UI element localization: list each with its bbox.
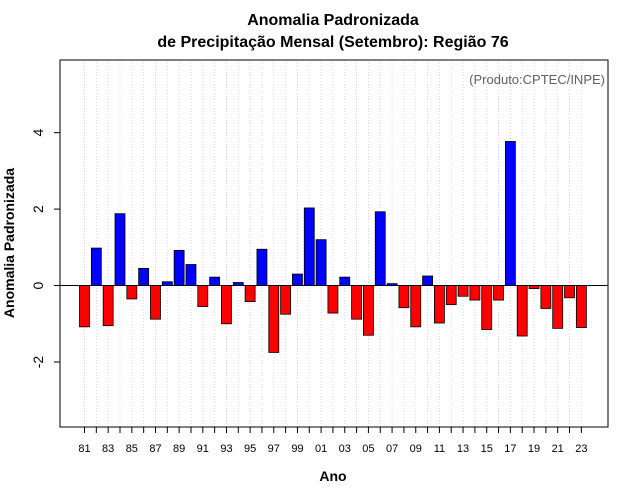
bar-1996 bbox=[256, 248, 268, 286]
bar-2003 bbox=[339, 276, 351, 286]
bar-2005 bbox=[363, 285, 374, 336]
bar-1981 bbox=[79, 285, 90, 328]
bars bbox=[79, 141, 587, 353]
x-tick-label: 97 bbox=[268, 443, 280, 455]
y-tick-label: 4 bbox=[30, 129, 46, 137]
bar-1989 bbox=[173, 249, 185, 286]
x-tick-label: 19 bbox=[528, 443, 540, 455]
bar-1984 bbox=[114, 213, 126, 286]
x-tick-label: 03 bbox=[339, 443, 351, 455]
x-tick-label: 15 bbox=[481, 443, 493, 455]
bar-2002 bbox=[327, 285, 339, 314]
bar-1992 bbox=[209, 276, 221, 286]
x-tick-label: 91 bbox=[197, 443, 209, 455]
bar-1991 bbox=[197, 285, 209, 307]
bar-1993 bbox=[221, 285, 232, 325]
x-tick-label: 89 bbox=[173, 443, 185, 455]
bar-1990 bbox=[185, 264, 197, 286]
x-tick-label: 13 bbox=[457, 443, 469, 455]
bar-2008 bbox=[398, 285, 410, 309]
x-tick-label: 23 bbox=[575, 443, 587, 455]
bar-2020 bbox=[540, 285, 552, 309]
bar-2014 bbox=[469, 285, 481, 301]
bar-1982 bbox=[90, 247, 102, 286]
bar-1987 bbox=[150, 285, 161, 320]
x-tick-label: 09 bbox=[410, 443, 422, 455]
bar-2011 bbox=[433, 285, 445, 324]
bar-2018 bbox=[516, 285, 528, 337]
x-tick-label: 05 bbox=[362, 443, 374, 455]
plot-frame bbox=[59, 59, 609, 428]
x-axis: 81 83 85 87 89 91 93 95 97 99 01 03 05 07 09 11 13 15 17 19… bbox=[78, 427, 587, 455]
bar-2006 bbox=[374, 211, 386, 286]
bar-2012 bbox=[445, 285, 457, 306]
bar-2022 bbox=[564, 285, 575, 299]
source-annotation: (Produto:CPTEC/INPE) bbox=[469, 72, 605, 87]
bar-2023 bbox=[575, 285, 587, 329]
bar-1998 bbox=[280, 285, 292, 315]
chart-title-line1: Anomalia Padronizada bbox=[247, 12, 419, 29]
x-tick-label: 21 bbox=[552, 443, 564, 455]
bar-2001 bbox=[315, 239, 327, 286]
bar-2013 bbox=[457, 285, 469, 297]
bar-1999 bbox=[292, 273, 303, 286]
chart-title-line2: de Precipitação Mensal (Setembro): Regiã… bbox=[157, 34, 508, 51]
x-tick-label: 83 bbox=[102, 443, 114, 455]
bar-2015 bbox=[481, 285, 493, 330]
bar-2021 bbox=[552, 285, 564, 329]
bar-2004 bbox=[351, 285, 362, 320]
y-axis-label: Anomalia Padronizada bbox=[1, 168, 17, 318]
bar-2000 bbox=[303, 207, 315, 286]
x-tick-label: 93 bbox=[220, 443, 232, 455]
bar-2017 bbox=[504, 141, 516, 286]
y-tick-label: 2 bbox=[30, 205, 46, 213]
x-tick-label: 01 bbox=[315, 443, 327, 455]
bar-2009 bbox=[410, 285, 422, 328]
bar-1997 bbox=[268, 285, 280, 353]
bar-2010 bbox=[422, 275, 433, 286]
x-tick-label: 87 bbox=[149, 443, 161, 455]
bar-1983 bbox=[102, 285, 114, 327]
x-tick-label: 17 bbox=[504, 443, 516, 455]
x-tick-label: 99 bbox=[291, 443, 303, 455]
bar-1985 bbox=[126, 285, 138, 300]
x-tick-label: 95 bbox=[244, 443, 256, 455]
x-tick-label: 07 bbox=[386, 443, 398, 455]
y-tick-label: -2 bbox=[30, 356, 46, 369]
x-tick-label: 85 bbox=[126, 443, 138, 455]
x-axis-label: Ano bbox=[319, 468, 346, 484]
bar-1988 bbox=[161, 281, 173, 286]
bar-2016 bbox=[493, 285, 504, 301]
x-tick-label: 11 bbox=[434, 443, 445, 455]
y-axis: -2 0 2 4 bbox=[30, 129, 60, 369]
bar-1986 bbox=[138, 267, 150, 286]
y-tick-label: 0 bbox=[30, 281, 46, 289]
x-tick-label: 81 bbox=[78, 443, 90, 455]
bar-1995 bbox=[244, 285, 256, 303]
grid-lines bbox=[84, 60, 582, 427]
